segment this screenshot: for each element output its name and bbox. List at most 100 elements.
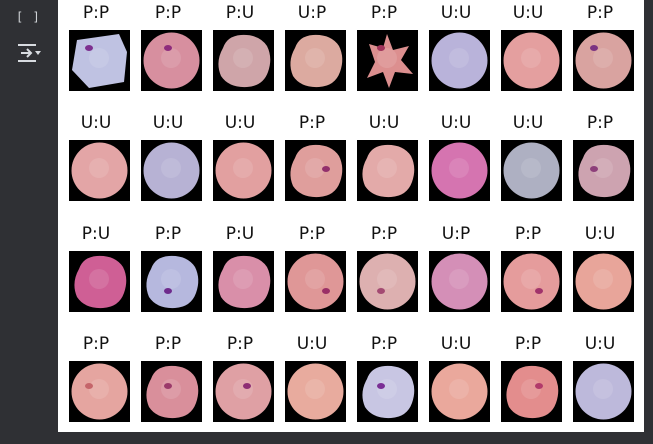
cell-body [506,365,559,419]
grid-cell: P:P [564,0,636,100]
cell-body [143,142,200,199]
cell-image [141,30,202,91]
cell-image [69,30,130,91]
cell-highlight [593,158,613,178]
blood-cell-shape [71,142,128,199]
grid-cell: U:U [420,0,492,100]
cell-image [213,140,274,201]
cell-body [71,142,128,199]
blood-cell-shape [578,144,631,198]
cell-highlight [161,48,181,68]
grid-cell: P:P [60,331,132,431]
cell-body [362,144,415,198]
grid-cell: P:P [492,331,564,431]
grid-cell: U:U [420,331,492,431]
blood-cell-shape [218,255,271,309]
cell-highlight [305,379,325,399]
cell-body [503,32,560,89]
cell-image [285,361,346,422]
prediction-label: U:U [296,334,328,354]
scrollbar-track[interactable] [644,0,653,444]
grid-cell: P:P [492,221,564,321]
prediction-label: P:P [514,334,542,354]
cell-highlight [305,269,325,289]
cell-body [146,255,199,309]
blood-cell-shape [287,363,344,420]
parasite-dot [85,45,93,51]
prediction-label: U:U [512,113,544,133]
cell-body [575,253,632,310]
cell-highlight [593,269,613,289]
blood-cell-shape [503,142,560,199]
grid-cell: P:U [60,221,132,321]
cell-highlight [521,379,541,399]
cell-body [74,255,127,309]
parasite-dot [590,45,598,51]
cell-image [141,251,202,312]
blood-cell-shape [575,32,632,89]
cell-highlight [89,379,109,399]
cell-highlight [449,269,469,289]
cell-body [215,142,272,199]
grid-cell: P:P [276,110,348,210]
cell-image [573,30,634,91]
cell-highlight [521,269,541,289]
cell-highlight [305,158,325,178]
prediction-label: U:U [440,334,472,354]
grid-cell: U:P [420,221,492,321]
cell-highlight [305,48,325,68]
blood-cell-shape [146,255,199,309]
prediction-label: U:P [441,224,471,244]
parasite-dot [590,166,598,172]
cell-highlight [449,379,469,399]
cell-image [429,251,490,312]
cell-image [69,251,130,312]
cell-highlight [449,48,469,68]
prediction-label: P:U [225,3,255,23]
grid-cell: U:U [564,331,636,431]
cell-highlight [377,158,397,178]
cell-gutter: [ ] [0,0,58,444]
cell-image [285,251,346,312]
prediction-label: P:P [514,224,542,244]
cell-body [146,365,199,419]
prediction-label: P:P [154,334,182,354]
run-cell-indicator[interactable]: [ ] [16,10,41,24]
grid-cell: U:P [276,0,348,100]
parasite-dot [377,383,385,389]
cell-highlight [161,158,181,178]
parasite-dot [377,45,385,51]
cell-body [431,32,488,89]
prediction-label: U:U [152,113,184,133]
blood-cell-shape [143,32,200,89]
cell-body [503,253,560,310]
blood-cell-shape [575,363,632,420]
cell-body [218,34,271,88]
prediction-label: P:P [370,224,398,244]
cell-highlight [161,379,181,399]
cell-image [285,30,346,91]
cell-body [503,142,560,199]
cell-image [501,30,562,91]
cell-image [357,251,418,312]
blood-cell-shape [74,255,127,309]
cell-body [359,253,416,310]
prediction-label: P:U [81,224,111,244]
parasite-dot [164,383,172,389]
cell-highlight [233,48,253,68]
cell-image [357,361,418,422]
cell-output: P:P P:P P:U U:P P:P U:U U:U P:P U:U U:U U:U P:P U:U U… [58,0,644,432]
cell-highlight [233,379,253,399]
prediction-label: P:U [225,224,255,244]
cell-image [213,30,274,91]
blood-cell-shape [431,363,488,420]
blood-cell-shape [431,142,488,199]
prediction-label: P:P [82,334,110,354]
grid-cell: P:P [60,0,132,100]
cell-image [141,361,202,422]
output-settings-icon[interactable] [16,42,42,64]
cell-body [575,363,632,420]
blood-cell-shape [290,144,343,198]
blood-cell-shape [503,253,560,310]
cell-highlight [377,269,397,289]
